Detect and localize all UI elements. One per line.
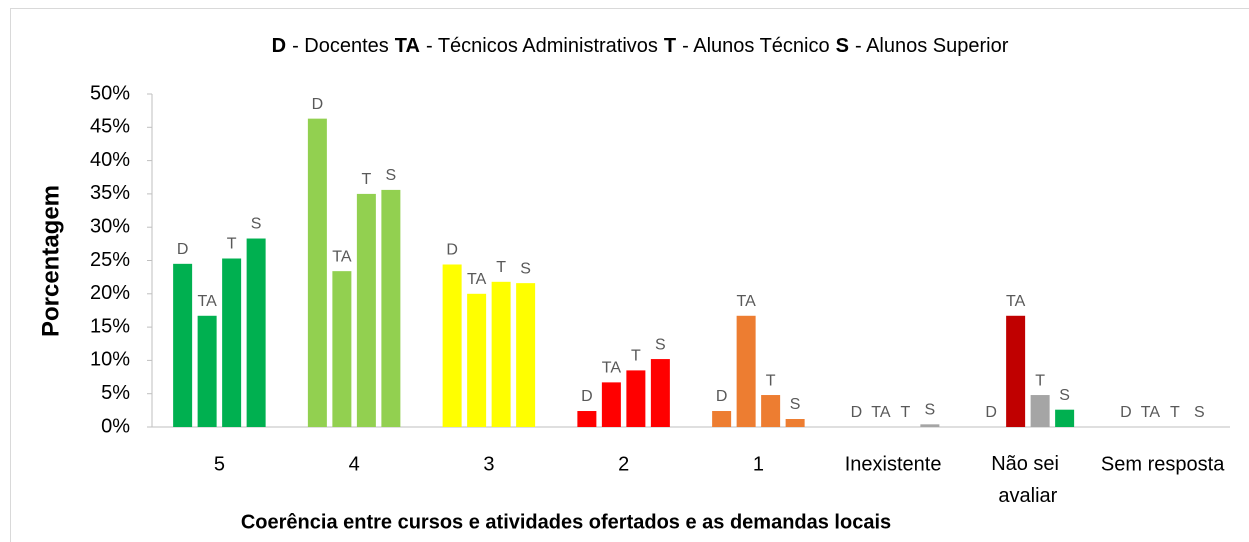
bar	[197, 315, 217, 427]
x-tick-label: Sem resposta	[1101, 453, 1225, 475]
bar-label: T	[227, 236, 237, 253]
bar-label: TA	[1141, 404, 1161, 421]
bar-label: D	[312, 96, 324, 113]
bar-label: TA	[332, 248, 352, 265]
x-tick-label: Inexistente	[845, 453, 942, 475]
y-tick-label: 50%	[90, 82, 130, 104]
bar	[761, 395, 781, 427]
title-text: - Alunos Superior	[855, 35, 1009, 57]
bar	[467, 293, 487, 427]
bar-label: T	[496, 259, 506, 276]
y-tick-label: 45%	[90, 116, 130, 138]
bar	[222, 258, 242, 427]
bar-label: S	[1059, 387, 1070, 404]
bar	[307, 118, 327, 427]
bar	[736, 315, 756, 427]
title-text: - Técnicos Administrativos	[426, 35, 658, 57]
y-tick-label: 10%	[90, 349, 130, 371]
y-tick-label: 35%	[90, 182, 130, 204]
bar-label: S	[1194, 404, 1205, 421]
bar-label: S	[386, 167, 397, 184]
bar-label: S	[925, 402, 936, 419]
bar-label: D	[716, 388, 728, 405]
bar	[381, 189, 401, 427]
bar	[173, 263, 193, 427]
title-text: - Docentes	[292, 35, 389, 57]
title-key: S	[836, 35, 849, 57]
bar-label: T	[1170, 404, 1180, 421]
bar-label: T	[361, 171, 371, 188]
bar	[626, 370, 646, 427]
bar-label: S	[251, 216, 262, 233]
bar-label: T	[900, 404, 910, 421]
bar-label: T	[631, 348, 641, 365]
bar	[516, 283, 536, 427]
bar-label: T	[1035, 372, 1045, 389]
x-tick-label: 4	[349, 453, 360, 475]
bar	[712, 411, 732, 427]
bar-label: TA	[736, 293, 756, 310]
bar-label: S	[520, 260, 531, 277]
bar-label: D	[985, 404, 997, 421]
chart-frame	[10, 8, 1249, 542]
bar-label: S	[790, 396, 801, 413]
x-tick-label: 1	[753, 453, 764, 475]
bar	[1006, 315, 1026, 427]
bar	[577, 411, 597, 427]
y-tick-label: 30%	[90, 215, 130, 237]
y-tick-label: 0%	[101, 415, 130, 437]
bar	[920, 424, 940, 427]
bar-label: S	[655, 336, 666, 353]
bar	[491, 281, 511, 427]
title-key: TA	[395, 35, 420, 57]
bar	[785, 419, 805, 427]
y-axis-title: Porcentagem	[37, 185, 64, 337]
bar-label: D	[177, 241, 189, 258]
bar-label: TA	[871, 404, 891, 421]
y-tick-label: 40%	[90, 149, 130, 171]
bar-label: TA	[1006, 293, 1026, 310]
y-tick-label: 15%	[90, 315, 130, 337]
bar-label: D	[851, 404, 863, 421]
bar	[442, 264, 462, 427]
bar	[246, 238, 266, 427]
title-key: D	[272, 35, 286, 57]
bar-label: TA	[467, 271, 487, 288]
bar-label: D	[581, 388, 593, 405]
bar	[356, 193, 376, 427]
bar	[1055, 409, 1075, 427]
bar	[332, 271, 352, 427]
bar	[650, 359, 670, 427]
title-key: T	[664, 35, 676, 57]
bar	[601, 382, 621, 427]
bar-label: TA	[602, 360, 622, 377]
chart-title: D - Docentes TA - Técnicos Administrativos T…	[272, 35, 1009, 57]
x-tick-label: Não sei avaliar	[991, 453, 1064, 507]
bar-label: D	[446, 242, 458, 259]
x-tick-label: 5	[214, 453, 225, 475]
bar-label: D	[1120, 404, 1132, 421]
bar-label: T	[766, 372, 776, 389]
x-tick-label: 2	[618, 453, 629, 475]
bar-label: TA	[197, 293, 217, 310]
y-tick-label: 25%	[90, 249, 130, 271]
y-tick-label: 20%	[90, 282, 130, 304]
bar	[1030, 395, 1050, 427]
y-tick-label: 5%	[101, 382, 130, 404]
x-tick-label: 3	[483, 453, 494, 475]
title-text: - Alunos Técnico	[682, 35, 830, 57]
x-axis-title: Coerência entre cursos e atividades ofer…	[241, 511, 891, 533]
